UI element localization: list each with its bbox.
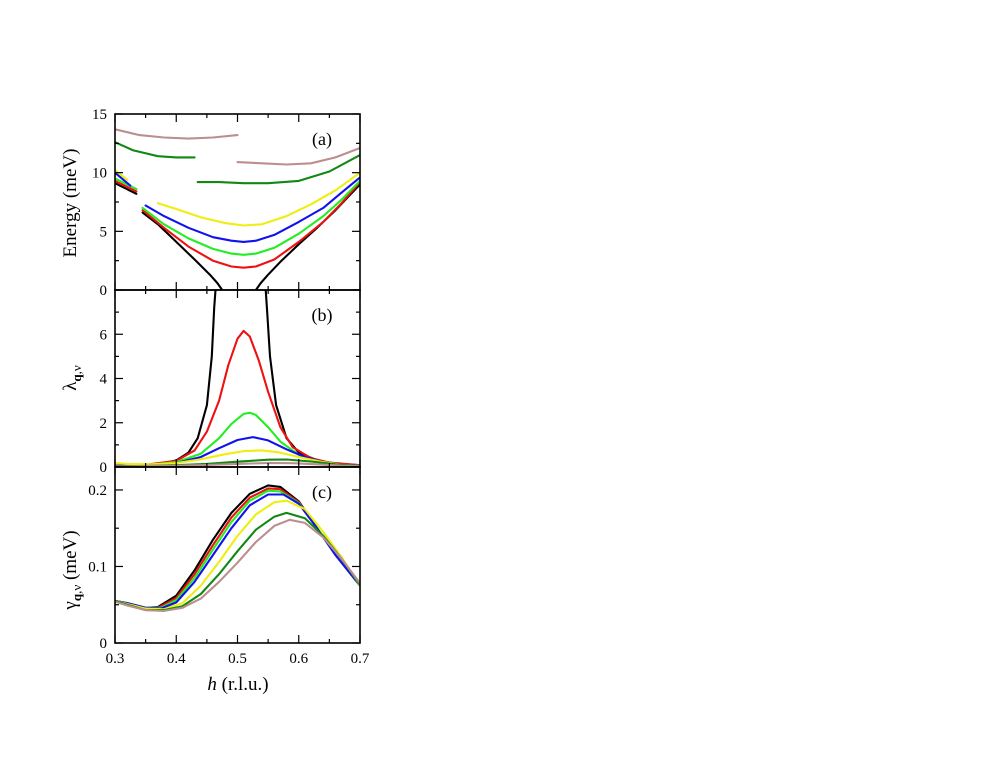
series-line-4-seg-2	[144, 176, 360, 243]
y-tick-label: 0	[100, 283, 108, 299]
panel-a-energy: 0 5 10 15 (a)	[92, 107, 361, 299]
panel-tag: (a)	[312, 129, 332, 150]
x-tick-label: 0.5	[228, 651, 247, 667]
series-line-1-seg-1	[115, 182, 138, 195]
curves	[115, 484, 360, 612]
panel-tag: (b)	[312, 305, 333, 326]
series-line-7-seg-2	[236, 146, 360, 166]
series-line-2-seg-1	[115, 179, 138, 193]
y-tick-label: 10	[92, 166, 107, 182]
y-tick-label: 0	[100, 460, 108, 476]
series-line-5-seg-1	[115, 169, 129, 181]
y-tick-label: 2	[100, 416, 108, 432]
panel-c-gamma: 0 0.1 0.2 0.3 0.4 0.5 0.6 0.7 (c)	[88, 466, 370, 667]
series-line-5-seg-2	[156, 171, 360, 227]
y-tick-label: 15	[92, 107, 107, 123]
series-line-7-seg-1	[115, 128, 239, 140]
series-line-4-seg-1	[115, 171, 132, 187]
panel-tag: (c)	[312, 482, 332, 503]
series-line-5-seg-1	[115, 499, 360, 611]
series-line-2-seg-2	[141, 181, 360, 269]
series-line-3-seg-1	[115, 489, 360, 609]
y-tick-label: 0	[100, 636, 108, 652]
y-tick-label: 6	[100, 327, 108, 343]
panel-c-xlabel: h (r.l.u.)	[207, 674, 268, 695]
x-tick-label: 0.4	[167, 651, 186, 667]
series-line-2-seg-1	[115, 329, 360, 467]
y-tick-label: 0.2	[88, 483, 107, 499]
y-tick-label: 0.1	[88, 559, 107, 575]
series-line-3-seg-2	[141, 179, 360, 256]
x-tick-label: 0.3	[106, 651, 125, 667]
series-line-6-seg-2	[196, 154, 360, 185]
x-tick-label: 0.6	[289, 651, 308, 667]
series-line-1-seg-2	[141, 211, 224, 290]
series-line-1-seg-1	[115, 484, 360, 609]
curves	[115, 128, 360, 290]
series-line-7-seg-1	[115, 518, 360, 612]
series-line-1-seg-1	[115, 290, 217, 467]
series-line-3-seg-1	[115, 177, 138, 191]
x-tick-label: 0.7	[351, 651, 370, 667]
panel-b-ylabel: λq,ν	[60, 365, 84, 391]
panel-b-lambda: 0 2 4 6 (b)	[100, 289, 361, 476]
y-tick-label: 5	[100, 224, 108, 240]
y-tick-label: 4	[100, 372, 108, 388]
panel-a-ylabel: Energy (meV)	[60, 149, 81, 258]
panel-c-ylabel: γq,ν (meV)	[60, 530, 84, 610]
series-line-6-seg-1	[115, 141, 196, 159]
